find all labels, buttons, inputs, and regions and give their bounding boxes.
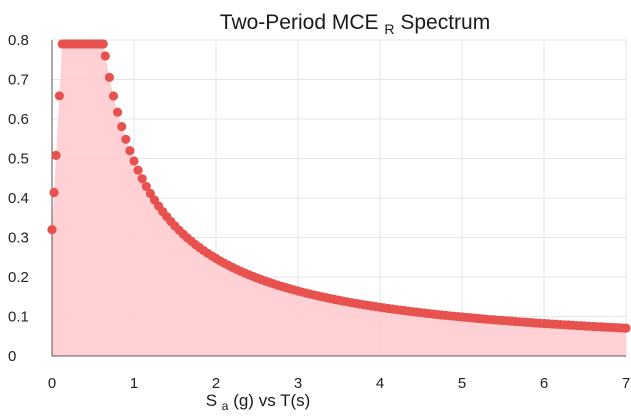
- x-tick-label: 0: [48, 375, 56, 392]
- data-point: [133, 165, 143, 175]
- data-point: [100, 51, 110, 61]
- x-tick-label: 7: [622, 375, 630, 392]
- data-point: [141, 181, 151, 192]
- x-axis-label: S a (g) vs T(s): [206, 391, 311, 414]
- data-point: [137, 174, 147, 184]
- data-point: [51, 150, 61, 160]
- data-point: [54, 91, 64, 101]
- data-point: [49, 187, 59, 198]
- data-point: [47, 225, 57, 235]
- x-tick-label: 2: [212, 375, 220, 392]
- data-point: [121, 134, 131, 144]
- y-tick-label: 0.7: [8, 72, 29, 89]
- data-point: [113, 107, 123, 117]
- y-tick-label: 0.8: [8, 32, 29, 49]
- data-point: [125, 146, 135, 156]
- data-point: [129, 156, 139, 166]
- chart-title-main: Two-Period MCE: [220, 11, 379, 34]
- y-tick-label: 0.2: [8, 269, 29, 286]
- data-point: [117, 121, 127, 132]
- y-tick-label: 0.4: [8, 190, 29, 207]
- data-point: [108, 91, 119, 101]
- x-tick-label: 6: [540, 375, 548, 392]
- chart-title-subscript: R: [384, 21, 394, 37]
- x-axis-label-subscript: a: [222, 399, 229, 413]
- x-tick-label: 3: [294, 375, 302, 392]
- y-tick-label: 0: [8, 348, 16, 365]
- x-axis-label-rest: (g) vs T(s): [233, 391, 310, 410]
- y-tick-label: 0.6: [8, 111, 29, 128]
- svg-text:S a (g) vs T(s): S a (g) vs T(s): [206, 391, 311, 414]
- y-tick-label: 0.3: [8, 230, 29, 247]
- x-tick-labels: 0 1 2 3 4 5 6 7: [48, 375, 630, 392]
- y-tick-label: 0.5: [8, 151, 29, 168]
- chart-title: Two-Period MCE R Spectrum: [220, 11, 490, 39]
- area-fill: [52, 43, 626, 356]
- x-tick-label: 5: [458, 375, 466, 392]
- chart-title-suffix: Spectrum: [400, 11, 490, 34]
- svg-text:Two-Period MCE R: Two-Period MCE R Spectrum: [220, 11, 490, 39]
- data-point: [621, 323, 631, 333]
- area-under-curve: [52, 43, 626, 356]
- x-tick-label: 4: [376, 375, 384, 392]
- data-point: [98, 39, 108, 49]
- x-axis-label-s: S: [206, 391, 217, 410]
- y-tick-labels: 0 0.1 0.2 0.3 0.4 0.5 0.6 0.7 0.8: [8, 32, 29, 365]
- x-tick-label: 1: [130, 375, 138, 392]
- axes: [51, 40, 626, 357]
- series-points: [47, 39, 631, 333]
- y-tick-label: 0.1: [8, 309, 29, 326]
- data-point: [104, 72, 114, 82]
